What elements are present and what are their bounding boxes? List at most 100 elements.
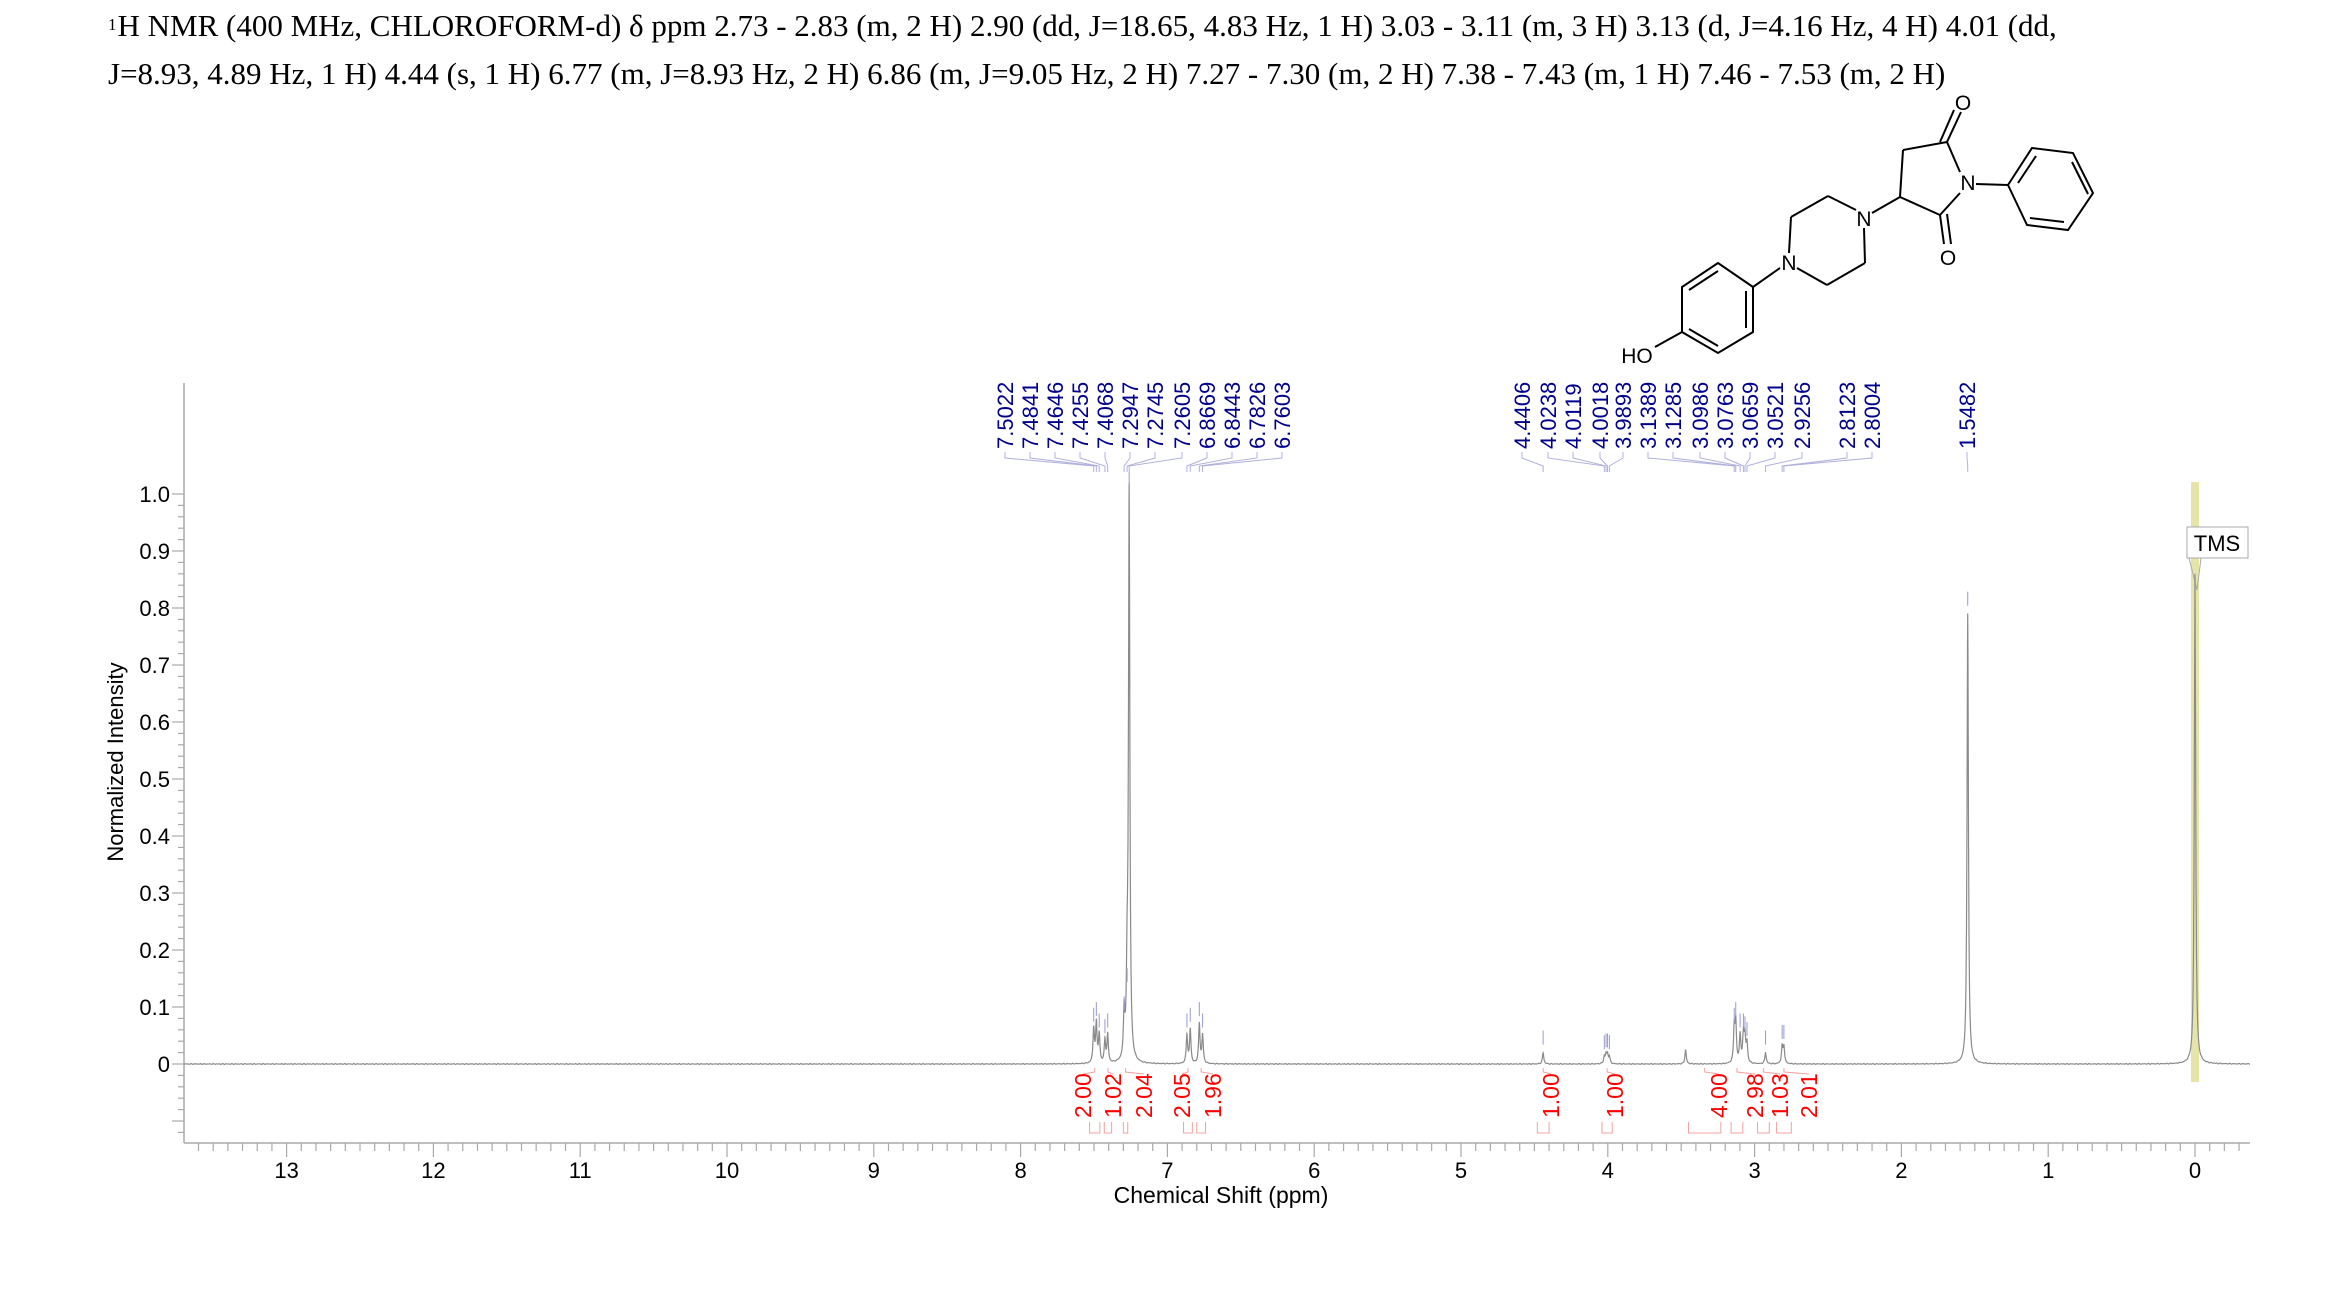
peak-label-leader — [1029, 452, 1097, 472]
peak-label-leader — [1608, 452, 1624, 472]
y-tick-label: 0 — [158, 1052, 170, 1077]
peak-label-leader — [1126, 452, 1156, 472]
peak-label-leader — [1198, 452, 1258, 472]
title-text-2: J=8.93, 4.89 Hz, 1 H) 4.44 (s, 1 H) 6.77… — [108, 56, 1946, 91]
x-tick-label: 2 — [1895, 1158, 1907, 1183]
title-text-1: H NMR (400 MHz, CHLOROFORM-d) δ ppm 2.73… — [117, 8, 2057, 43]
integral-value: 1.00 — [1538, 1073, 1564, 1118]
tms-band — [2191, 482, 2199, 1082]
integral-bracket — [1536, 1122, 1550, 1134]
atom-label-n-imide: N — [1960, 172, 1975, 195]
integral-value: 4.00 — [1706, 1073, 1732, 1118]
integral-bracket — [1757, 1122, 1770, 1134]
x-tick-label: 1 — [2042, 1158, 2054, 1183]
integral-bracket — [1103, 1122, 1113, 1134]
peak-label-leader — [1744, 452, 1751, 472]
title-superscript: 1 — [108, 15, 117, 34]
peak-label-leader — [1186, 452, 1208, 472]
y-tick-label: 0.9 — [139, 539, 170, 564]
peak-label-leader — [1699, 452, 1741, 472]
integral-leader — [1606, 1068, 1616, 1075]
peak-label-leader — [1966, 452, 1969, 472]
x-tick-label: 0 — [2189, 1158, 2201, 1183]
integral-bracket — [1601, 1122, 1613, 1134]
peak-label-leader — [1189, 452, 1233, 472]
atom-label-o-bottom: O — [1940, 247, 1956, 270]
integral-leader — [1125, 1068, 1145, 1075]
y-tick-label: 0.7 — [139, 653, 170, 678]
peak-label: 7.2605 — [1170, 382, 1195, 449]
integral-value: 1.96 — [1200, 1073, 1226, 1118]
peak-label: 3.1285 — [1661, 382, 1686, 449]
integral-leader — [1181, 1068, 1189, 1075]
peak-label: 7.4068 — [1093, 382, 1118, 449]
y-tick-label: 0.3 — [139, 881, 170, 906]
peak-label: 6.7603 — [1270, 382, 1295, 449]
y-tick-label: 0.1 — [139, 995, 170, 1020]
y-tick-label: 0.8 — [139, 596, 170, 621]
x-axis-label: Chemical Shift (ppm) — [1114, 1182, 1329, 1208]
title-line-1: 1H NMR (400 MHz, CHLOROFORM-d) δ ppm 2.7… — [108, 8, 2057, 44]
x-tick-label: 5 — [1455, 1158, 1467, 1183]
peak-label: 2.8004 — [1860, 382, 1885, 449]
x-tick-label: 10 — [715, 1158, 739, 1183]
integral-leader — [1107, 1068, 1114, 1075]
peak-label-leader — [1079, 452, 1106, 472]
peak-label: 7.4255 — [1068, 382, 1093, 449]
title-line-2: J=8.93, 4.89 Hz, 1 H) 4.44 (s, 1 H) 6.77… — [108, 56, 1945, 92]
integral-bracket — [1122, 1122, 1129, 1134]
integral-leader — [1704, 1068, 1720, 1075]
peak-label: 2.9256 — [1790, 382, 1815, 449]
peak-label: 6.7826 — [1245, 382, 1270, 449]
y-tick-label: 0.6 — [139, 710, 170, 735]
y-axis-label: Normalized Intensity — [103, 662, 128, 861]
peak-label: 6.8443 — [1220, 382, 1245, 449]
x-tick-label: 11 — [569, 1158, 592, 1183]
x-tick-label: 9 — [868, 1158, 880, 1183]
integral-value: 2.04 — [1131, 1073, 1157, 1118]
peak-label: 4.0238 — [1536, 382, 1561, 449]
peak-label: 4.0018 — [1588, 382, 1613, 449]
integral-bracket — [1196, 1122, 1207, 1134]
x-tick-label: 12 — [421, 1158, 445, 1183]
y-tick-label: 1.0 — [139, 482, 170, 507]
peak-label: 7.5022 — [993, 382, 1018, 449]
x-tick-label: 7 — [1161, 1158, 1173, 1183]
peak-label: 3.9893 — [1611, 382, 1636, 449]
chemical-structure: O N O N N HO — [1621, 92, 2095, 368]
integral-leader — [1783, 1068, 1810, 1075]
tms-label: TMS — [2194, 531, 2240, 556]
y-tick-label: 0.2 — [139, 938, 170, 963]
peak-label: 7.2947 — [1118, 382, 1143, 449]
peak-label: 7.2745 — [1143, 382, 1168, 449]
peak-label-leader — [1054, 452, 1100, 472]
peak-label: 4.4406 — [1510, 382, 1535, 449]
peak-label: 1.5482 — [1955, 382, 1980, 449]
peak-label-leader — [1781, 452, 1848, 472]
peak-label: 3.0521 — [1763, 382, 1788, 449]
peak-label-leader — [1765, 452, 1803, 472]
x-tick-label: 6 — [1308, 1158, 1320, 1183]
integral-leader — [1200, 1068, 1214, 1075]
peak-label: 4.0119 — [1561, 383, 1586, 449]
peak-label: 6.8669 — [1195, 382, 1220, 449]
peak-label: 7.4841 — [1018, 382, 1043, 449]
peak-label: 3.0659 — [1738, 382, 1763, 449]
spectrum-line — [183, 482, 2251, 1066]
integral-leader — [1082, 1068, 1096, 1075]
peak-label: 3.1389 — [1636, 382, 1661, 449]
integral-value: 1.02 — [1100, 1073, 1126, 1118]
peak-label-leader — [1128, 452, 1183, 472]
integral-bracket — [1089, 1122, 1101, 1134]
tms-box — [2186, 526, 2249, 559]
peak-label: 7.4646 — [1043, 382, 1068, 449]
integral-value: 2.98 — [1742, 1073, 1768, 1118]
peak-label-leader — [1104, 452, 1109, 472]
integral-bracket — [1688, 1122, 1722, 1134]
atom-label-n-piperazine-right: N — [1856, 208, 1871, 231]
integral-leader — [1736, 1068, 1756, 1075]
peak-label-leader — [1202, 452, 1283, 472]
atom-label-n-piperazine-left: N — [1781, 252, 1796, 275]
integral-bracket — [1730, 1122, 1744, 1134]
